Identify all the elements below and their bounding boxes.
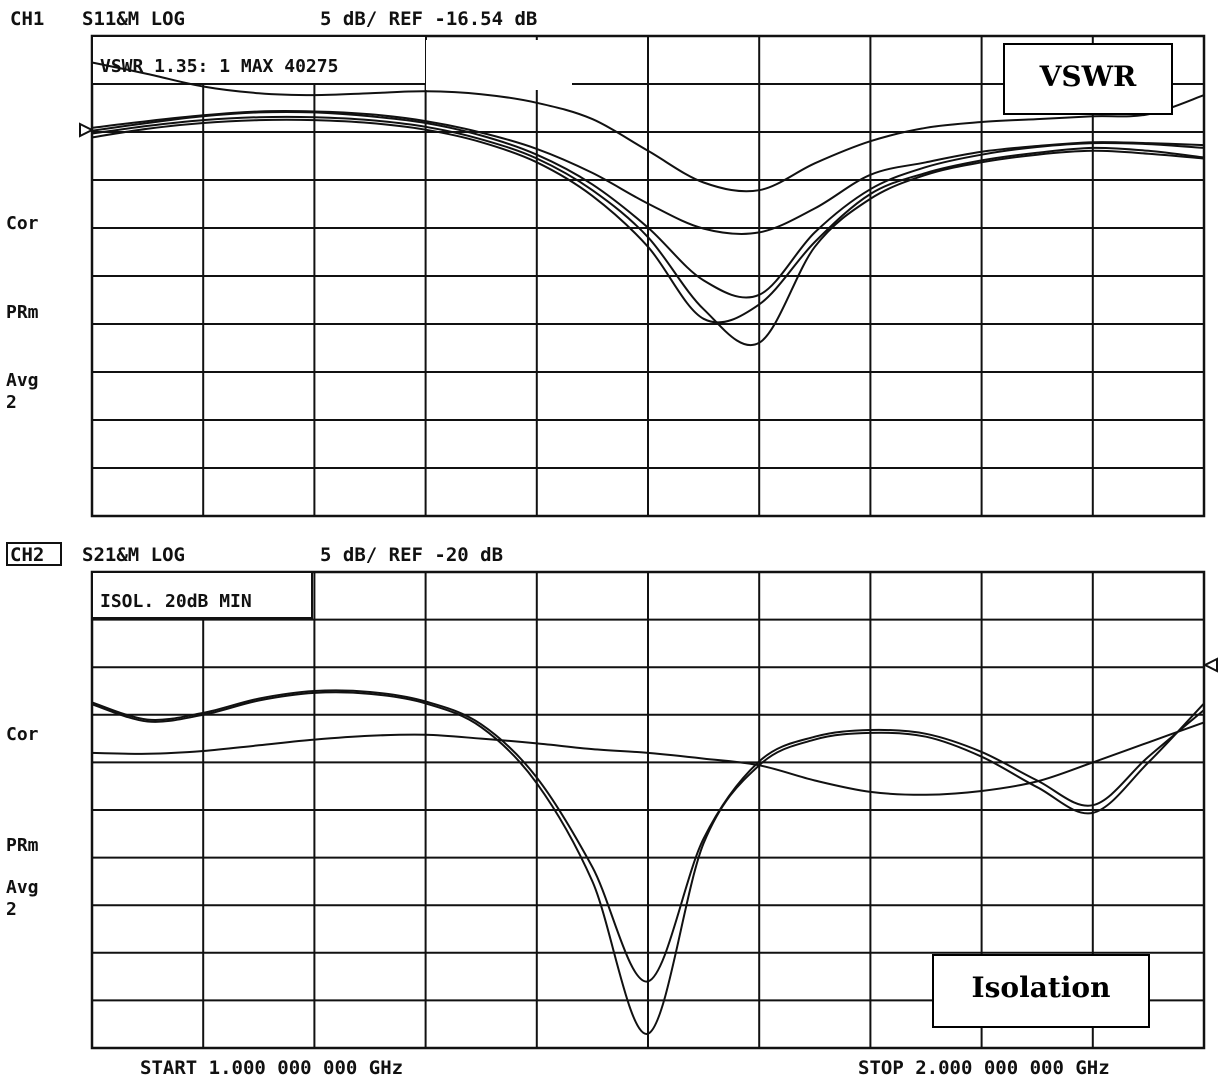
- ch1-grid: [92, 36, 1204, 516]
- ch1-trace-1: [91, 61, 1205, 193]
- ch1-trace-5: [91, 115, 1205, 346]
- ch1-ref-marker-icon: [79, 122, 95, 138]
- ch2-active-box: [6, 542, 62, 566]
- vswr-label-box: [1003, 43, 1173, 115]
- ch2-trace-3: [91, 691, 1205, 1035]
- ch1-marker-text: VSWR 1.35: 1 MAX 40275: [100, 56, 338, 77]
- ch1-blank-patch: [426, 40, 572, 90]
- ch2-traces: [91, 689, 1205, 1035]
- ch2-side-num: 2: [6, 899, 17, 920]
- ch1-param-label: S11&M LOG: [82, 8, 185, 30]
- ch2-marker-text: ISOL. 20dB MIN: [100, 591, 252, 612]
- ch2-grid: [92, 572, 1204, 1048]
- ch1-side-avg: Avg: [6, 370, 39, 391]
- ch1-side-prm: PRm: [6, 302, 39, 323]
- ch2-marker-box: [91, 571, 313, 619]
- ch1-side-cor: Cor: [6, 213, 39, 234]
- stop-frequency-label: STOP 2.000 000 000 GHz: [858, 1057, 1110, 1079]
- ch1-scale-label: 5 dB/ REF -16.54 dB: [320, 8, 537, 30]
- ch2-channel-label: CH2: [10, 544, 44, 566]
- ch2-side-cor: Cor: [6, 724, 39, 745]
- ch2-frame: [90, 570, 1206, 1050]
- ch1-traces: [91, 61, 1205, 346]
- ch2-side-avg: Avg: [6, 877, 39, 898]
- ch2-trace-1: [91, 721, 1205, 796]
- ch2-side-prm: PRm: [6, 835, 39, 856]
- ch1-frame: [90, 34, 1206, 518]
- ch1-channel-label: CH1: [10, 8, 44, 30]
- ch2-scale-label: 5 dB/ REF -20 dB: [320, 544, 503, 566]
- isolation-label-box: [932, 954, 1150, 1028]
- ch1-trace-3: [91, 110, 1205, 299]
- start-frequency-label: START 1.000 000 000 GHz: [140, 1057, 403, 1079]
- ch1-trace-4: [91, 118, 1205, 324]
- ch1-side-num: 2: [6, 392, 17, 413]
- ch2-trace-2: [91, 689, 1205, 983]
- isolation-label: Isolation: [972, 971, 1111, 1004]
- ch2-param-label: S21&M LOG: [82, 544, 185, 566]
- vswr-label: VSWR: [1039, 60, 1137, 93]
- ch2-ref-marker-icon: [1202, 657, 1218, 673]
